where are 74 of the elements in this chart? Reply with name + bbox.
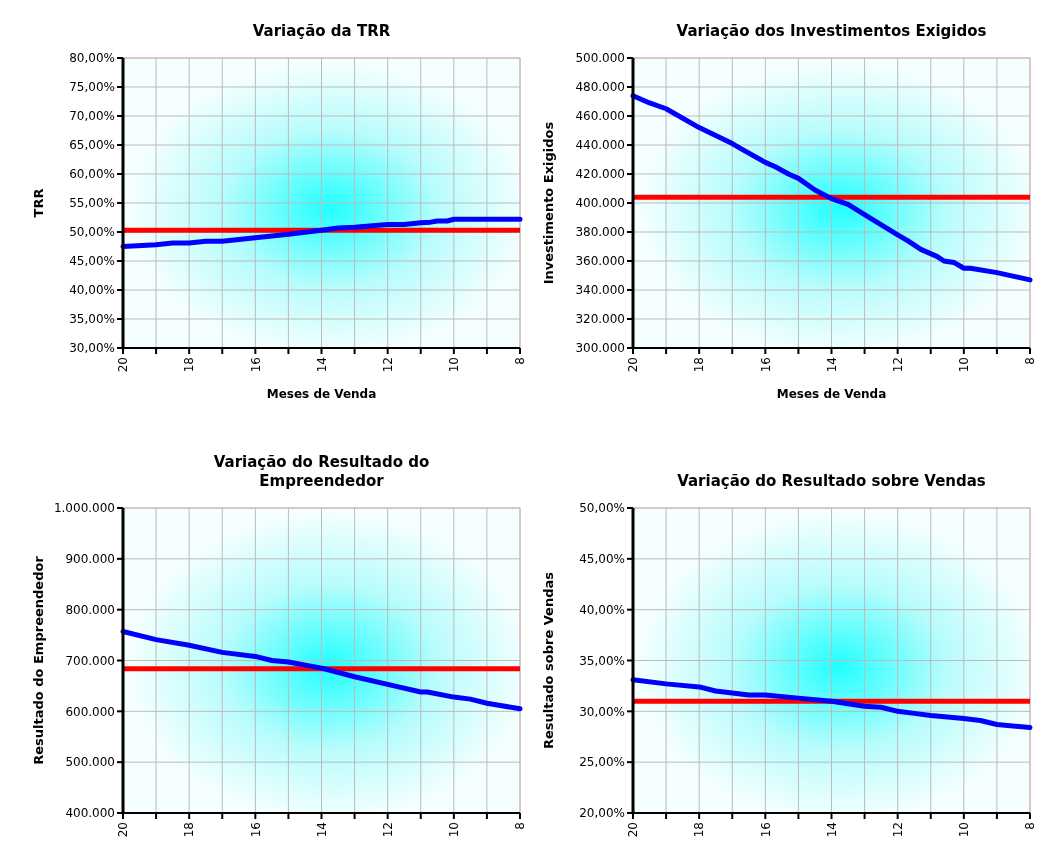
y-tick-label: 340.000 <box>575 283 625 298</box>
y-tick-label: 65,00% <box>69 138 115 153</box>
x-axis-title: Meses de Venda <box>776 387 887 401</box>
y-axis-title: Investimento Exigidos <box>541 121 556 285</box>
y-tick-label: 50,00% <box>579 501 625 516</box>
y-tick-label: 35,00% <box>69 312 115 327</box>
y-tick-label: 30,00% <box>69 341 115 356</box>
x-tick-label: 8 <box>1023 357 1038 365</box>
x-tick-label: 8 <box>513 822 528 830</box>
x-tick-label: 18 <box>692 822 707 838</box>
y-tick-label: 20,00% <box>579 806 625 821</box>
y-tick-label: 45,00% <box>579 552 625 567</box>
y-tick-label: 700.000 <box>65 653 115 668</box>
x-tick-label: 20 <box>626 822 641 838</box>
x-tick-label: 8 <box>513 357 528 365</box>
y-axis-title: Resultado sobre Vendas <box>541 571 556 749</box>
y-axis-title: TRR <box>31 188 46 218</box>
y-tick-label: 500.000 <box>65 755 115 770</box>
x-tick-label: 12 <box>380 357 395 373</box>
y-tick-label: 320.000 <box>575 312 625 327</box>
x-tick-label: 18 <box>692 357 707 373</box>
x-tick-label: 16 <box>248 822 263 838</box>
y-tick-label: 70,00% <box>69 109 115 124</box>
y-tick-label: 500.000 <box>575 51 625 66</box>
y-tick-label: 400.000 <box>575 196 625 211</box>
x-tick-label: 12 <box>890 357 905 373</box>
y-tick-label: 600.000 <box>65 704 115 719</box>
x-tick-label: 20 <box>626 357 641 373</box>
x-tick-label: 16 <box>248 357 263 373</box>
x-tick-label: 10 <box>957 822 972 838</box>
y-tick-label: 25,00% <box>579 755 625 770</box>
y-tick-label: 1.000.000 <box>53 501 115 516</box>
y-tick-label: 300.000 <box>575 341 625 356</box>
y-tick-label: 60,00% <box>69 167 115 182</box>
y-tick-label: 80,00% <box>69 51 115 66</box>
chart-title: Variação do Resultado sobre Vendas <box>677 472 986 490</box>
y-tick-label: 55,00% <box>69 196 115 211</box>
x-tick-label: 12 <box>890 822 905 838</box>
chart-title: Variação da TRR <box>252 22 391 40</box>
x-tick-label: 18 <box>182 822 197 838</box>
y-tick-label: 360.000 <box>575 254 625 269</box>
x-tick-label: 16 <box>758 357 773 373</box>
y-tick-label: 50,00% <box>69 225 115 240</box>
y-tick-label: 35,00% <box>579 653 625 668</box>
y-tick-label: 480.000 <box>575 80 625 95</box>
y-tick-label: 420.000 <box>575 167 625 182</box>
x-tick-label: 10 <box>447 357 462 373</box>
x-tick-label: 20 <box>116 357 131 373</box>
y-tick-label: 75,00% <box>69 80 115 95</box>
y-tick-label: 800.000 <box>65 602 115 617</box>
x-axis-title: Meses de Venda <box>266 387 377 401</box>
x-tick-label: 12 <box>380 822 395 838</box>
x-tick-label: 10 <box>447 822 462 838</box>
x-tick-label: 16 <box>758 822 773 838</box>
x-tick-label: 8 <box>1023 822 1038 830</box>
y-tick-label: 460.000 <box>575 109 625 124</box>
y-tick-label: 380.000 <box>575 225 625 240</box>
y-tick-label: 30,00% <box>579 704 625 719</box>
x-tick-label: 14 <box>314 822 329 838</box>
y-tick-label: 40,00% <box>69 283 115 298</box>
y-tick-label: 900.000 <box>65 552 115 567</box>
x-tick-label: 14 <box>824 357 839 373</box>
chart-title: Variação do Resultado do Empreendedor <box>213 453 430 490</box>
x-tick-label: 14 <box>314 357 329 373</box>
x-tick-label: 14 <box>824 822 839 838</box>
y-tick-label: 40,00% <box>579 602 625 617</box>
x-tick-label: 18 <box>182 357 197 373</box>
x-tick-label: 20 <box>116 822 131 838</box>
y-axis-title: Resultado do Empreendedor <box>31 555 46 765</box>
chart-title: Variação dos Investimentos Exigidos <box>676 22 987 40</box>
y-tick-label: 45,00% <box>69 254 115 269</box>
x-tick-label: 10 <box>957 357 972 373</box>
y-tick-label: 440.000 <box>575 138 625 153</box>
y-tick-label: 400.000 <box>65 806 115 821</box>
